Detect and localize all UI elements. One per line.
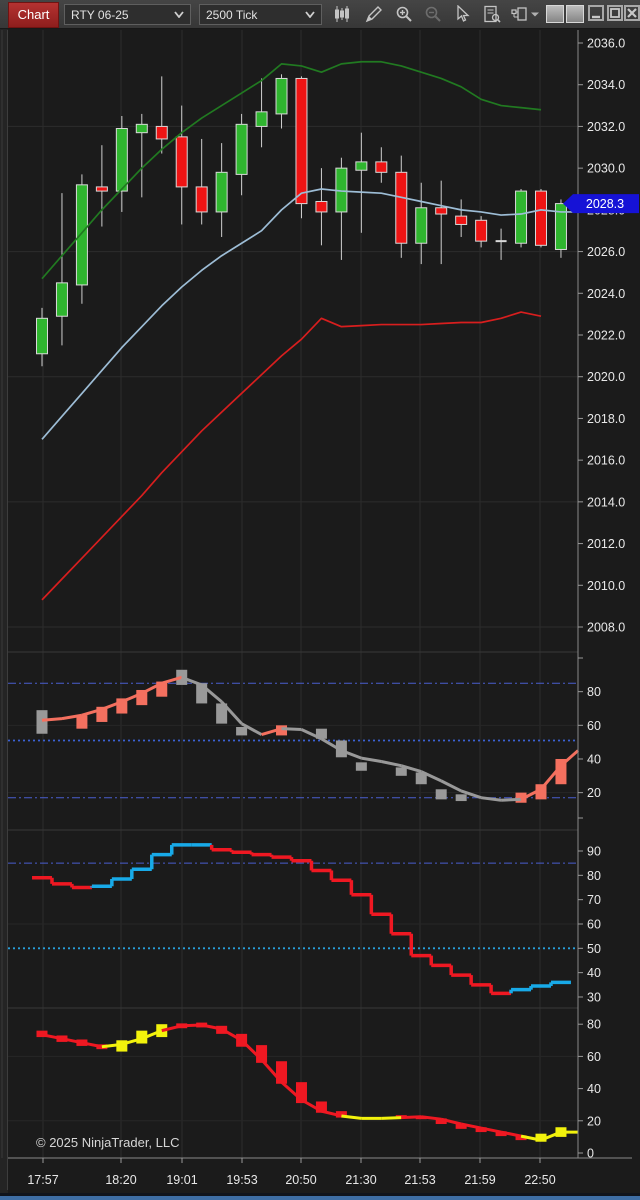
svg-text:17:57: 17:57 bbox=[27, 1173, 58, 1187]
window-button-2[interactable] bbox=[566, 5, 584, 23]
svg-text:80: 80 bbox=[587, 1018, 601, 1032]
instrument-select[interactable]: RTY 06-25 bbox=[64, 4, 191, 25]
svg-text:2016.0: 2016.0 bbox=[587, 454, 625, 468]
svg-text:2022.0: 2022.0 bbox=[587, 328, 625, 342]
svg-text:21:30: 21:30 bbox=[345, 1173, 376, 1187]
svg-text:18:20: 18:20 bbox=[105, 1173, 136, 1187]
svg-text:40: 40 bbox=[587, 752, 601, 766]
oscillator-1 bbox=[36, 669, 579, 803]
svg-text:2034.0: 2034.0 bbox=[587, 78, 625, 92]
svg-text:2008.0: 2008.0 bbox=[587, 620, 625, 634]
window-button-1[interactable] bbox=[546, 5, 564, 23]
svg-text:2028.3: 2028.3 bbox=[586, 197, 624, 211]
svg-text:20: 20 bbox=[587, 1114, 601, 1128]
oscillator-3 bbox=[36, 1022, 578, 1142]
zoom-in-icon[interactable] bbox=[392, 3, 416, 25]
lower-band-red bbox=[41, 311, 542, 601]
svg-text:70: 70 bbox=[587, 893, 601, 907]
svg-text:2010.0: 2010.0 bbox=[587, 579, 625, 593]
more-chevron-icon[interactable] bbox=[528, 3, 542, 25]
last-price-badge: 2028.3 bbox=[563, 194, 639, 214]
svg-text:2032.0: 2032.0 bbox=[587, 120, 625, 134]
svg-text:20: 20 bbox=[587, 786, 601, 800]
minimize-button[interactable] bbox=[588, 5, 604, 21]
draw-icon[interactable] bbox=[362, 3, 386, 25]
svg-text:40: 40 bbox=[587, 966, 601, 980]
svg-text:2014.0: 2014.0 bbox=[587, 495, 625, 509]
svg-text:50: 50 bbox=[587, 942, 601, 956]
svg-text:21:59: 21:59 bbox=[464, 1173, 495, 1187]
copyright-text: © 2025 NinjaTrader, LLC bbox=[36, 1135, 180, 1150]
svg-text:60: 60 bbox=[587, 719, 601, 733]
svg-text:2012.0: 2012.0 bbox=[587, 537, 625, 551]
svg-text:0: 0 bbox=[587, 1147, 594, 1161]
svg-text:2026.0: 2026.0 bbox=[587, 245, 625, 259]
midline-blue bbox=[41, 188, 578, 440]
oscillator-2-ref-lines bbox=[8, 862, 578, 950]
svg-text:19:53: 19:53 bbox=[226, 1173, 257, 1187]
svg-text:80: 80 bbox=[587, 869, 601, 883]
svg-text:60: 60 bbox=[587, 917, 601, 931]
restore-button[interactable] bbox=[607, 5, 623, 21]
svg-text:21:53: 21:53 bbox=[404, 1173, 435, 1187]
tab-chart[interactable]: Chart bbox=[8, 2, 59, 28]
svg-text:60: 60 bbox=[587, 1050, 601, 1064]
interval-select[interactable]: 2500 Tick bbox=[199, 4, 322, 25]
svg-text:2018.0: 2018.0 bbox=[587, 412, 625, 426]
svg-text:30: 30 bbox=[587, 990, 601, 1004]
svg-text:80: 80 bbox=[587, 685, 601, 699]
cursor-icon[interactable] bbox=[450, 3, 474, 25]
svg-text:40: 40 bbox=[587, 1082, 601, 1096]
chevron-down-icon bbox=[305, 11, 315, 18]
chart-style-icon[interactable] bbox=[330, 3, 354, 25]
svg-text:90: 90 bbox=[587, 845, 601, 859]
svg-text:19:01: 19:01 bbox=[166, 1173, 197, 1187]
svg-text:22:50: 22:50 bbox=[524, 1173, 555, 1187]
instrument-label: RTY 06-25 bbox=[71, 7, 129, 22]
zoom-out-icon bbox=[421, 3, 445, 25]
chevron-down-icon bbox=[174, 11, 184, 18]
svg-text:2030.0: 2030.0 bbox=[587, 162, 625, 176]
close-button[interactable] bbox=[624, 5, 640, 21]
upper-band-green bbox=[41, 60, 542, 280]
panel-link-icon[interactable] bbox=[507, 3, 531, 25]
time-axis[interactable]: 17:57 18:20 19:01 19:53 20:50 21:30 21:53 21:59… bbox=[27, 1158, 556, 1187]
toolbar: Chart RTY 06-25 2500 Tick bbox=[0, 0, 640, 29]
svg-text:20:50: 20:50 bbox=[285, 1173, 316, 1187]
svg-text:2024.0: 2024.0 bbox=[587, 287, 625, 301]
candles bbox=[36, 74, 567, 367]
interval-label: 2500 Tick bbox=[206, 7, 258, 22]
oscillator-2 bbox=[32, 843, 571, 996]
data-box-icon[interactable] bbox=[480, 3, 504, 25]
svg-text:2020.0: 2020.0 bbox=[587, 370, 625, 384]
svg-text:2036.0: 2036.0 bbox=[587, 37, 625, 51]
